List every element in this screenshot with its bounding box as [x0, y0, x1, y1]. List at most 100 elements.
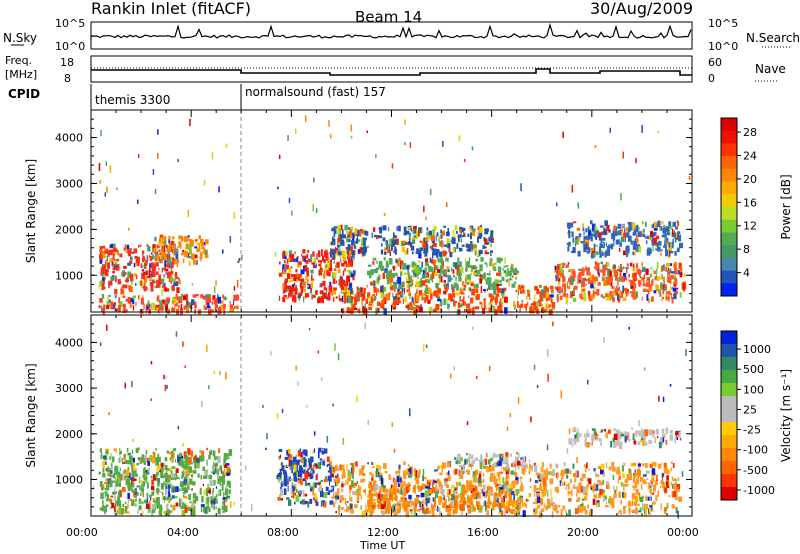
data-cell [615, 429, 618, 434]
data-cell [145, 450, 148, 455]
data-cell [585, 235, 590, 241]
data-cell [124, 459, 128, 464]
data-cell [159, 504, 163, 507]
data-cell [356, 491, 361, 496]
data-cell [494, 492, 498, 496]
data-cell [283, 294, 287, 297]
data-cell [183, 495, 188, 499]
data-cell [661, 221, 664, 225]
data-cell [543, 309, 547, 312]
data-cell [210, 498, 212, 505]
data-cell [458, 270, 461, 278]
data-cell [109, 294, 111, 297]
data-cell [411, 470, 414, 476]
data-cell [346, 478, 349, 485]
data-cell [534, 480, 538, 484]
data-cell [166, 253, 169, 260]
data-cell [128, 227, 130, 231]
data-cell [164, 384, 167, 392]
data-cell [445, 257, 449, 262]
data-cell [379, 227, 383, 234]
data-cell [662, 396, 665, 402]
data-cell [171, 466, 176, 469]
data-cell [587, 277, 592, 285]
data-cell [214, 496, 217, 500]
data-cell [300, 457, 304, 464]
data-cell [650, 509, 654, 512]
data-cell [536, 487, 541, 491]
data-cell [610, 243, 613, 250]
data-cell [428, 230, 432, 238]
data-cell [610, 429, 612, 435]
data-cell [625, 277, 627, 281]
data-cell [382, 486, 385, 493]
data-cell [218, 186, 220, 193]
data-cell [174, 486, 177, 493]
data-cell [191, 474, 194, 478]
data-cell [495, 478, 499, 482]
data-cell [468, 308, 472, 314]
data-cell [163, 245, 166, 253]
data-cell [654, 437, 657, 444]
data-cell [470, 233, 472, 240]
data-cell [674, 434, 677, 441]
data-cell [625, 266, 629, 270]
data-cell [208, 385, 210, 390]
data-cell [661, 428, 665, 434]
data-cell [614, 271, 616, 277]
data-cell [669, 250, 671, 257]
data-cell [126, 511, 130, 514]
data-cell [624, 435, 627, 442]
data-cell [651, 477, 655, 483]
data-cell [563, 276, 566, 280]
data-cell [124, 244, 126, 250]
data-cell [488, 466, 493, 472]
data-cell [571, 489, 573, 497]
data-cell [291, 485, 296, 492]
data-cell [349, 494, 351, 502]
data-cell [541, 489, 545, 494]
data-cell [297, 477, 300, 480]
data-cell [557, 277, 561, 282]
data-cell [479, 505, 482, 511]
data-cell [123, 469, 126, 474]
data-cell [583, 297, 587, 302]
data-cell [632, 243, 636, 250]
data-cell [105, 504, 109, 507]
data-cell [440, 275, 443, 283]
data-cell [472, 272, 477, 275]
data-cell [580, 486, 584, 493]
data-cell [305, 260, 309, 264]
data-cell [293, 492, 295, 499]
data-cell [474, 457, 479, 461]
data-cell [316, 253, 318, 260]
data-cell [441, 497, 443, 503]
data-cell [469, 287, 472, 292]
data-cell [642, 503, 645, 511]
data-cell [153, 500, 156, 504]
data-cell [223, 470, 228, 475]
data-cell [456, 490, 458, 494]
data-cell [534, 285, 538, 291]
data-cell [674, 267, 678, 275]
data-cell [641, 125, 643, 133]
data-cell [106, 467, 110, 472]
data-cell [544, 472, 549, 479]
data-cell [468, 257, 471, 262]
data-cell [498, 475, 500, 481]
data-cell [427, 279, 431, 284]
data-cell [369, 301, 371, 305]
data-cell [568, 229, 570, 232]
data-cell [605, 501, 607, 505]
data-cell [662, 289, 665, 295]
data-cell [135, 498, 137, 502]
data-cell [375, 277, 379, 285]
data-cell [676, 247, 680, 253]
data-cell [398, 225, 401, 232]
data-cell [673, 281, 676, 287]
data-cell [660, 480, 664, 484]
data-cell [127, 482, 131, 488]
data-cell [296, 279, 298, 283]
data-cell [560, 469, 565, 476]
data-cell [158, 267, 160, 271]
